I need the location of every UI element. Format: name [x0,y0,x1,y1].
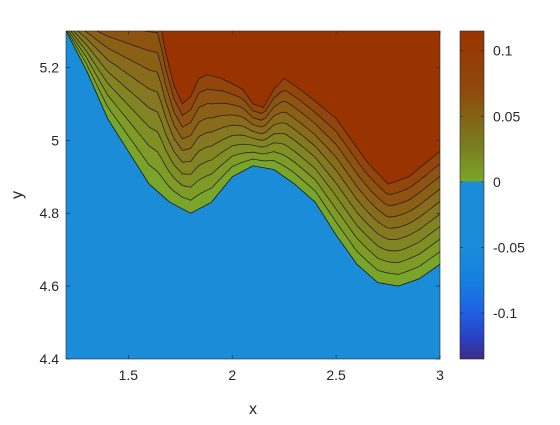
colorbar-tick-label: 0 [493,174,501,190]
y-tick-label: 5.2 [40,59,60,75]
plot-frame [65,30,441,360]
y-axis-label: y [9,191,26,199]
x-tick-label: 2 [228,367,236,383]
colorbar-ticks: 0.1 0.05 0 -0.05 -0.1 [460,43,525,321]
y-tick-label: 5 [51,132,59,148]
x-tick-label: 1.5 [119,367,139,383]
max-level-region [161,31,440,185]
contour-line-1 [66,31,440,275]
colorbar-frame [459,30,485,360]
y-axis-ticks: 4.4 4.6 4.8 5 5.2 [40,59,440,367]
contour-line-5 [77,31,440,229]
colorbar-tick-label: 0.05 [493,108,520,124]
y-tick-label: 4.4 [40,351,60,367]
x-axis-ticks: 1.5 2 2.5 3 [119,31,444,383]
x-tick-label: 2.5 [326,367,346,383]
max-contour-line [161,31,440,185]
plot-area [66,31,440,359]
contour-line-7 [96,31,440,207]
contour-line-3 [70,31,440,252]
x-axis-label: x [249,401,257,418]
y-tick-label: 4.8 [40,205,60,221]
contour-line-2 [68,31,440,263]
zero-contour-line [66,31,440,287]
colorbar-tick-label: -0.05 [493,239,525,255]
contour-line-6 [84,31,440,218]
x-tick-label: 3 [436,367,444,383]
y-tick-label: 4.6 [40,278,60,294]
contour-line-8 [142,31,440,195]
colorbar-tick-label: -0.1 [493,305,517,321]
contour-line-4 [73,31,440,240]
colorbar [460,31,484,359]
colorbar-tick-label: 0.1 [493,43,513,59]
